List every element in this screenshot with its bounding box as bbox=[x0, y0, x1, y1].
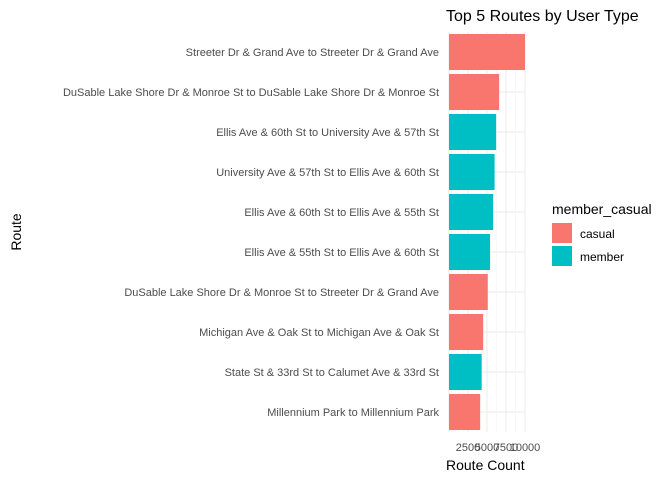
x-tick-label: 10000 bbox=[510, 442, 541, 454]
x-axis-title: Route Count bbox=[446, 457, 525, 473]
y-tick-label: University Ave & 57th St to Ellis Ave & … bbox=[216, 167, 439, 179]
y-tick-label: Millennium Park to Millennium Park bbox=[267, 407, 439, 419]
chart-title: Top 5 Routes by User Type bbox=[446, 8, 639, 25]
bar-member bbox=[449, 354, 482, 390]
bar-member bbox=[449, 234, 491, 270]
y-axis-title: Route bbox=[8, 213, 24, 251]
y-tick-label: Ellis Ave & 60th St to University Ave & … bbox=[216, 127, 439, 139]
legend-label-member: member bbox=[580, 250, 624, 264]
x-tick-label: 2500 bbox=[456, 442, 480, 454]
y-tick-label: DuSable Lake Shore Dr & Monroe St to DuS… bbox=[63, 87, 439, 99]
bar-casual bbox=[449, 394, 481, 430]
legend: member_casual casual member bbox=[552, 201, 652, 266]
legend-title: member_casual bbox=[552, 201, 652, 217]
legend-label-casual: casual bbox=[580, 227, 615, 241]
bar-member bbox=[449, 114, 497, 150]
x-tick-label: 7500 bbox=[494, 442, 518, 454]
y-tick-label: Ellis Ave & 60th St to Ellis Ave & 55th … bbox=[244, 207, 439, 219]
bar-casual bbox=[449, 34, 525, 70]
bars bbox=[449, 34, 525, 430]
legend-swatch-member bbox=[552, 246, 572, 266]
y-tick-label: State St & 33rd St to Calumet Ave & 33rd… bbox=[225, 367, 439, 379]
y-tick-labels: Streeter Dr & Grand Ave to Streeter Dr &… bbox=[63, 47, 440, 419]
bar-member bbox=[449, 194, 494, 230]
legend-swatch-casual bbox=[552, 223, 572, 243]
y-tick-label: Streeter Dr & Grand Ave to Streeter Dr &… bbox=[186, 47, 439, 59]
bar-casual bbox=[449, 74, 500, 110]
x-tick-label: 5000 bbox=[475, 442, 499, 454]
bar-casual bbox=[449, 274, 488, 310]
y-tick-label: DuSable Lake Shore Dr & Monroe St to Str… bbox=[124, 287, 439, 299]
bar-member bbox=[449, 154, 495, 190]
y-tick-label: Michigan Ave & Oak St to Michigan Ave & … bbox=[199, 327, 439, 339]
bar-casual bbox=[449, 314, 484, 350]
y-tick-label: Ellis Ave & 55th St to Ellis Ave & 60th … bbox=[244, 247, 439, 259]
